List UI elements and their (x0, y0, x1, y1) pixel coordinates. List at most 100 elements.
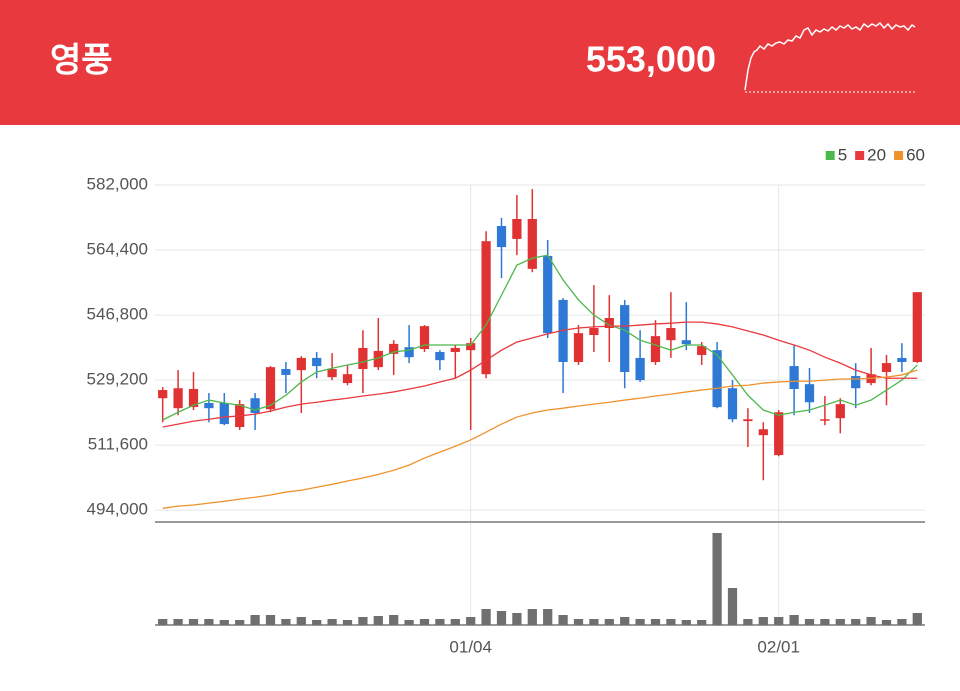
volume-bar (604, 619, 614, 625)
x-tick-label: 01/04 (449, 637, 492, 656)
volume-bar (419, 619, 430, 625)
candle-body (496, 226, 507, 248)
volume-bar (512, 613, 522, 625)
volume-bar (681, 620, 691, 625)
candle-body (342, 374, 353, 384)
volume-bar (312, 620, 322, 625)
candle-body (650, 336, 661, 362)
volume-bar (912, 613, 922, 625)
legend-swatch (855, 151, 865, 160)
candle-body (512, 218, 522, 239)
candle-body (881, 363, 892, 372)
candle-body (219, 403, 229, 425)
candle-body (312, 357, 322, 367)
volume-bar (558, 615, 568, 625)
y-tick-label: 546,800 (87, 305, 148, 324)
candle-body (681, 340, 691, 345)
volume-bar (481, 609, 491, 625)
candle-body (912, 292, 922, 362)
volume-bar (881, 620, 892, 625)
volume-bar (573, 619, 584, 625)
volume-bar (758, 617, 768, 625)
header-bar (0, 0, 960, 125)
candle-body (820, 419, 830, 421)
ma-line (162, 254, 918, 421)
candle-body (743, 419, 753, 422)
volume-bar (743, 619, 753, 625)
candle-body (804, 384, 815, 403)
volume-bar (897, 619, 907, 625)
volume-bar (281, 619, 291, 625)
legend-swatch (894, 151, 904, 160)
volume-bar (450, 619, 460, 625)
candle-body (758, 429, 768, 436)
candle-body (250, 398, 260, 413)
volume-bar (373, 616, 383, 625)
candle-body (481, 241, 491, 375)
volume-bar (589, 619, 599, 625)
ma-line (162, 321, 918, 428)
candle-body (727, 388, 738, 420)
volume-bar (712, 533, 722, 625)
volume-bar (804, 619, 815, 625)
volume-bar (342, 620, 353, 625)
candle-body (450, 347, 460, 353)
candle-body (589, 328, 599, 336)
y-tick-label: 582,000 (87, 174, 148, 193)
volume-bar (219, 620, 229, 625)
candle-body (558, 299, 568, 362)
volume-bar (204, 619, 214, 625)
volume-bar (389, 615, 399, 625)
candle-body (404, 347, 414, 358)
candle-body (635, 357, 645, 381)
candle-body (851, 376, 861, 389)
volume-bar (527, 609, 537, 625)
volume-bar (250, 615, 260, 625)
volume-bar (188, 619, 199, 625)
volume-bar (620, 617, 630, 625)
candle-body (620, 305, 630, 372)
candle-body (604, 318, 614, 329)
volume-bar (235, 620, 245, 625)
candle-body (666, 328, 676, 341)
volume-bar (697, 620, 707, 625)
volume-bar (851, 619, 861, 625)
candle-body (435, 352, 445, 361)
volume-bar (666, 619, 676, 625)
candle-body (712, 350, 722, 408)
candle-body (789, 366, 799, 389)
ma-line (162, 369, 918, 509)
legend-label: 60 (906, 145, 925, 164)
stock-price: 553,000 (586, 39, 716, 80)
y-tick-label: 511,600 (88, 435, 148, 454)
volume-bar (435, 619, 445, 625)
candle-body (327, 369, 337, 378)
candle-body (466, 343, 476, 351)
candle-body (897, 357, 907, 362)
candle-body (774, 412, 784, 456)
candle-body (265, 367, 276, 410)
candle-body (697, 346, 707, 355)
candle-body (158, 390, 168, 399)
volume-bar (635, 619, 645, 625)
y-tick-label: 564,400 (87, 240, 148, 259)
volume-bar (265, 615, 276, 625)
volume-bar (158, 619, 168, 625)
candle-body (204, 403, 214, 409)
candle-body (527, 218, 537, 269)
volume-bar (727, 588, 738, 625)
candle-body (835, 404, 845, 419)
volume-bar (543, 609, 553, 625)
volume-bar (404, 620, 414, 625)
y-tick-label: 529,200 (87, 370, 148, 389)
candle-body (373, 350, 383, 368)
volume-bar (173, 619, 183, 625)
candle-body (358, 347, 368, 370)
volume-bar (835, 619, 845, 625)
candle-body (389, 343, 399, 354)
volume-bar (774, 617, 784, 625)
candle-body (173, 388, 183, 409)
volume-bar (650, 619, 661, 625)
legend-swatch (825, 151, 835, 160)
